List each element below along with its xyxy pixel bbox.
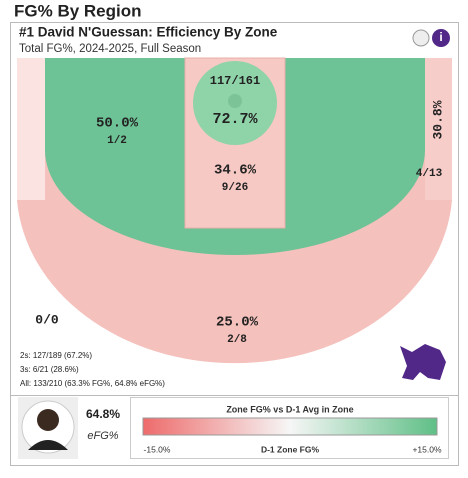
player-head (37, 409, 59, 431)
zone-shots: 2/8 (227, 334, 247, 346)
left-corner-zone (17, 58, 45, 200)
legend-max: +15.0% (412, 444, 442, 454)
legend-title: Zone FG% vs D-1 Avg in Zone (226, 404, 353, 414)
card-title: #1 David N'Guessan: Efficiency By Zone (19, 25, 278, 40)
zone-pct: 34.6% (214, 163, 257, 179)
team-logo (400, 344, 446, 380)
legend-min: -15.0% (144, 444, 171, 454)
zone-shots: 0/0 (35, 312, 59, 327)
player-value: 64.8% (86, 407, 120, 421)
zone-pct: 72.7% (212, 111, 258, 128)
rim (228, 94, 242, 108)
legend-mid: D-1 Zone FG% (261, 444, 320, 454)
stat-line: 3s: 6/21 (28.6%) (20, 365, 79, 374)
zone-pct: 25.0% (216, 315, 259, 331)
zone-pct: 30.8% (430, 100, 445, 139)
zone-shots: 1/2 (107, 135, 127, 147)
info-glyph[interactable]: i (439, 30, 442, 44)
right-corner-zone (425, 58, 452, 200)
player-body (28, 440, 68, 450)
zone-pct: 50.0% (96, 116, 139, 132)
stat-line: All: 133/210 (63.3% FG%, 64.8% eFG%) (20, 379, 165, 388)
zone-shots: 9/26 (222, 182, 248, 194)
toggle-icon[interactable] (412, 29, 430, 47)
player-label: eFG% (87, 430, 118, 442)
page-title: FG% By Region (14, 1, 142, 20)
legend-gradient (142, 417, 438, 436)
stat-line: 2s: 127/189 (67.2%) (20, 351, 92, 360)
zone-shots: 4/13 (416, 168, 443, 180)
zone-shots: 117/161 (210, 74, 260, 88)
card-subtitle: Total FG%, 2024-2025, Full Season (19, 43, 201, 55)
info-icon[interactable] (432, 29, 450, 47)
